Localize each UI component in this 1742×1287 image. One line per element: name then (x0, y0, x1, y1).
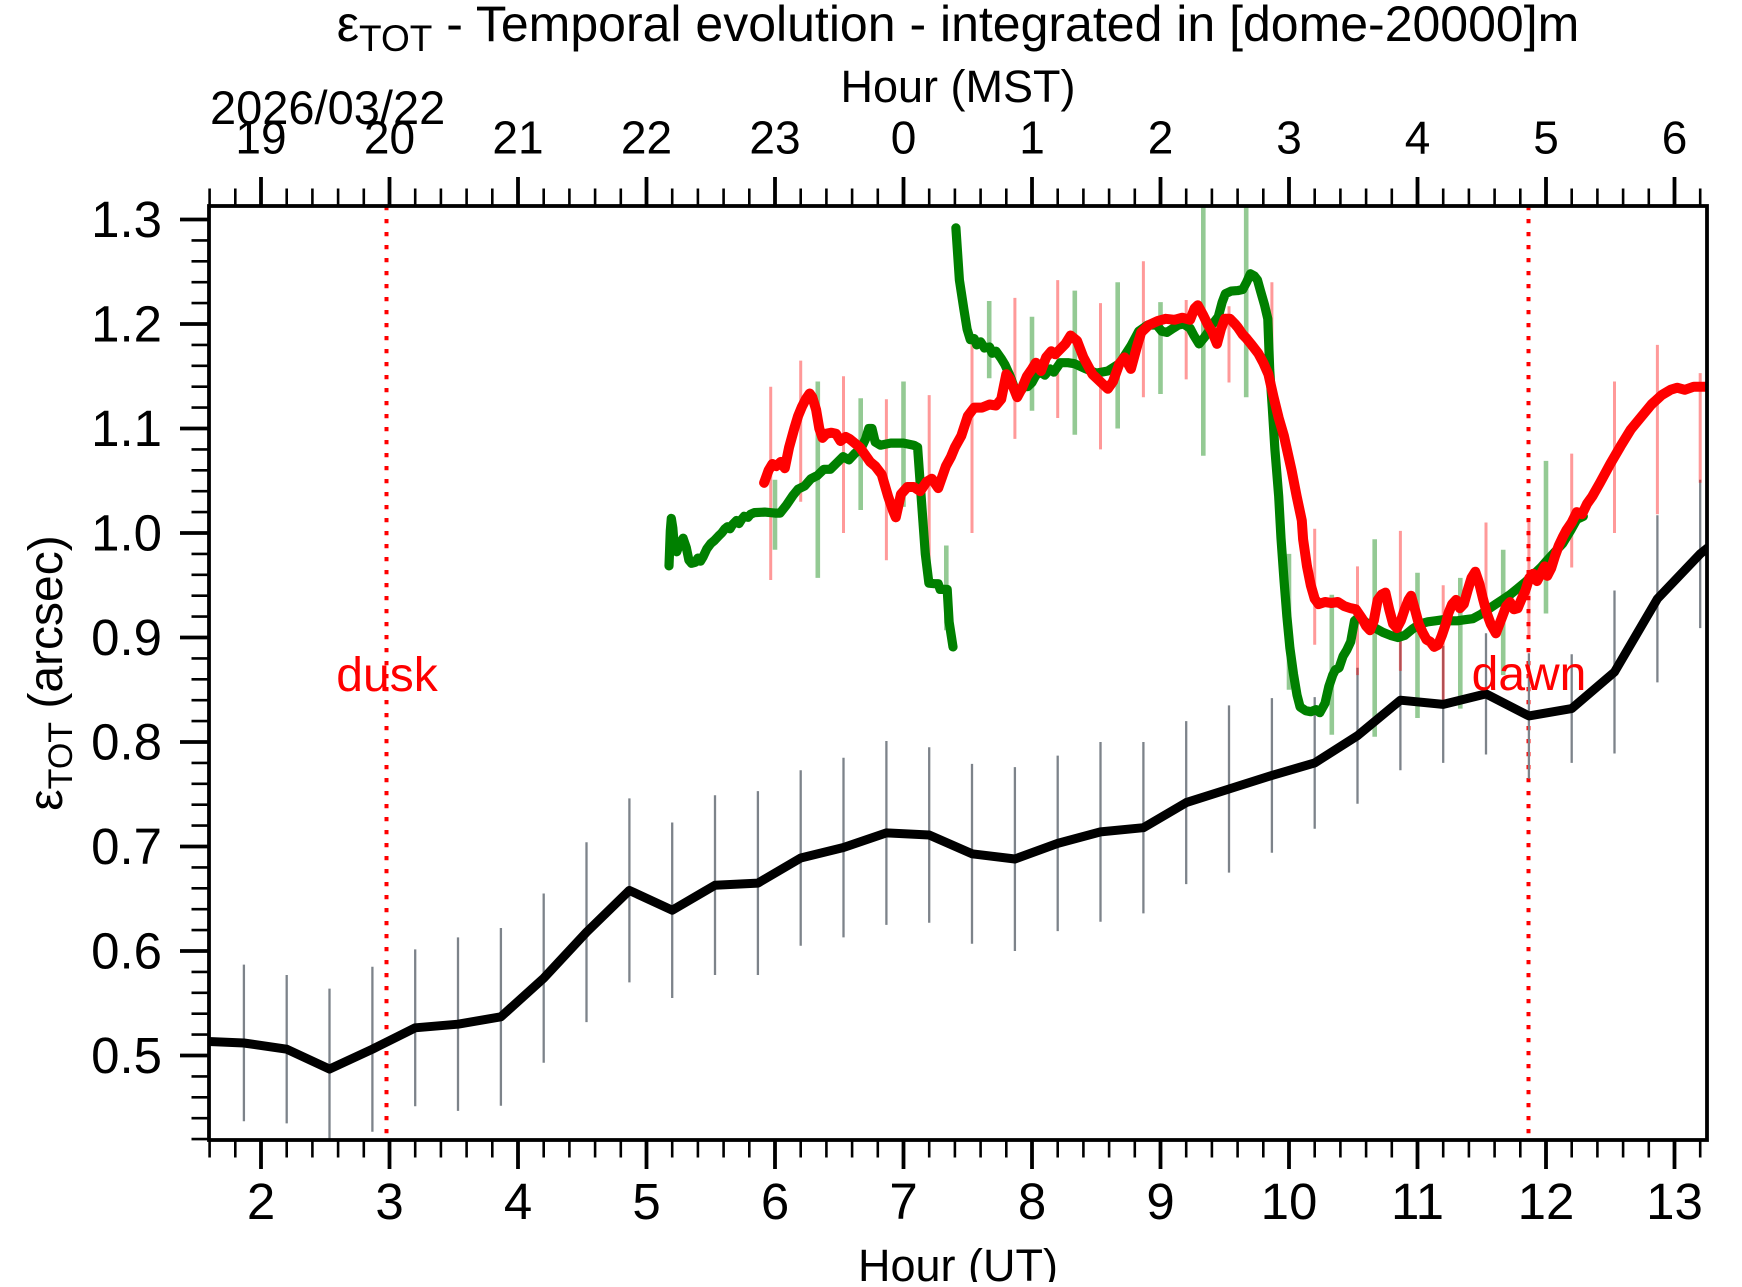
svg-text:0.7: 0.7 (91, 818, 162, 875)
svg-text:2026/03/22: 2026/03/22 (210, 81, 445, 134)
svg-text:εTOT - Temporal evolution - in: εTOT - Temporal evolution - integrated i… (337, 0, 1580, 59)
svg-text:Hour (UT): Hour (UT) (858, 1240, 1058, 1282)
svg-text:1.0: 1.0 (91, 505, 162, 562)
svg-text:9: 9 (1146, 1173, 1174, 1230)
svg-text:2: 2 (1148, 112, 1174, 164)
svg-text:19: 19 (235, 112, 286, 164)
svg-text:13: 13 (1646, 1173, 1703, 1230)
svg-text:11: 11 (1391, 1173, 1444, 1230)
svg-text:4: 4 (504, 1173, 532, 1230)
svg-text:0.9: 0.9 (91, 609, 162, 666)
svg-text:21: 21 (492, 112, 543, 164)
svg-text:5: 5 (1533, 112, 1559, 164)
svg-text:0: 0 (891, 112, 917, 164)
svg-text:4: 4 (1405, 112, 1431, 164)
svg-text:1: 1 (1019, 112, 1045, 164)
svg-text:1.3: 1.3 (91, 191, 162, 248)
svg-text:Hour (MST): Hour (MST) (841, 61, 1076, 112)
svg-text:3: 3 (1276, 112, 1302, 164)
svg-text:2: 2 (247, 1173, 275, 1230)
svg-text:7: 7 (889, 1173, 917, 1230)
svg-text:20: 20 (364, 112, 415, 164)
svg-text:6: 6 (1662, 112, 1688, 164)
svg-text:6: 6 (761, 1173, 789, 1230)
svg-text:εTOT (arcsec): εTOT (arcsec) (20, 535, 80, 810)
svg-text:10: 10 (1261, 1173, 1318, 1230)
svg-text:3: 3 (375, 1173, 403, 1230)
svg-text:1.2: 1.2 (91, 296, 162, 353)
svg-text:23: 23 (749, 112, 800, 164)
svg-text:8: 8 (1018, 1173, 1046, 1230)
svg-text:0.6: 0.6 (91, 923, 162, 980)
svg-text:22: 22 (621, 112, 672, 164)
svg-text:0.5: 0.5 (91, 1027, 162, 1084)
svg-text:12: 12 (1518, 1173, 1575, 1230)
svg-text:0.8: 0.8 (91, 714, 162, 771)
svg-text:dusk: dusk (336, 649, 438, 702)
svg-text:dawn: dawn (1472, 648, 1587, 701)
svg-text:1.1: 1.1 (91, 400, 162, 457)
svg-text:5: 5 (632, 1173, 660, 1230)
